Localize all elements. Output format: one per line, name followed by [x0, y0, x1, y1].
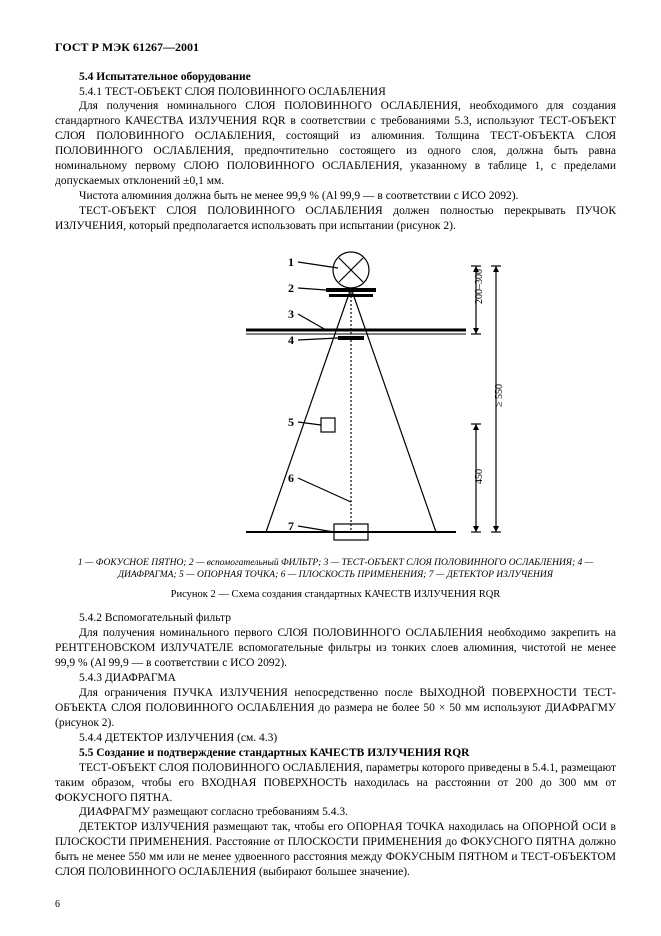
section-5-5: 5.5 Создание и подтверждение стандартных… — [55, 746, 616, 761]
paragraph: Для получения номинального СЛОЯ ПОЛОВИНН… — [55, 99, 616, 189]
section-5-4-4-title: 5.4.4 ДЕТЕКТОР ИЗЛУЧЕНИЯ (см. 4.3) — [55, 731, 616, 746]
paragraph: ТЕСТ-ОБЪЕКТ СЛОЯ ПОЛОВИННОГО ОСЛАБЛЕНИЯ … — [55, 204, 616, 234]
fig-label-2: 2 — [288, 281, 294, 295]
section-5-4-1-title: 5.4.1 ТЕСТ-ОБЪЕКТ СЛОЯ ПОЛОВИННОГО ОСЛАБ… — [55, 85, 616, 100]
dim-top: 200–300 — [474, 269, 485, 304]
section-5-4-3-title: 5.4.3 ДИАФРАГМА — [55, 671, 616, 686]
figure-2: 1 2 3 4 5 6 7 200–300 ≥ 550 450 — [126, 242, 546, 552]
figure-legend: 1 — ФОКУСНОЕ ПЯТНО; 2 — вспомогательный … — [55, 558, 616, 582]
section-5-4: 5.4 Испытательное оборудование — [55, 70, 616, 85]
dim-bot: 450 — [474, 469, 485, 484]
fig-label-5: 5 — [288, 415, 294, 429]
paragraph: ТЕСТ-ОБЪЕКТ СЛОЯ ПОЛОВИННОГО ОСЛАБЛЕНИЯ,… — [55, 761, 616, 806]
fig-label-3: 3 — [288, 307, 294, 321]
fig-label-4: 4 — [288, 333, 294, 347]
section-5-4-2-title: 5.4.2 Вспомогательный фильтр — [55, 611, 616, 626]
figure-caption: Рисунок 2 — Схема создания стандартных К… — [55, 588, 616, 602]
standard-header: ГОСТ Р МЭК 61267—2001 — [55, 40, 616, 56]
fig-label-1: 1 — [288, 255, 294, 269]
paragraph: ДИАФРАГМУ размещают согласно требованиям… — [55, 805, 616, 820]
paragraph: ДЕТЕКТОР ИЗЛУЧЕНИЯ размещают так, чтобы … — [55, 820, 616, 880]
paragraph: Для получения номинального первого СЛОЯ … — [55, 626, 616, 671]
paragraph: Для ограничения ПУЧКА ИЗЛУЧЕНИЯ непосред… — [55, 686, 616, 731]
page-number: 6 — [55, 898, 616, 911]
document-page: ГОСТ Р МЭК 61267—2001 5.4 Испытательное … — [0, 0, 661, 931]
fig-label-6: 6 — [288, 471, 294, 485]
fig-label-7: 7 — [288, 519, 294, 533]
paragraph: Чистота алюминия должна быть не менее 99… — [55, 189, 616, 204]
dim-mid: ≥ 550 — [494, 384, 505, 407]
